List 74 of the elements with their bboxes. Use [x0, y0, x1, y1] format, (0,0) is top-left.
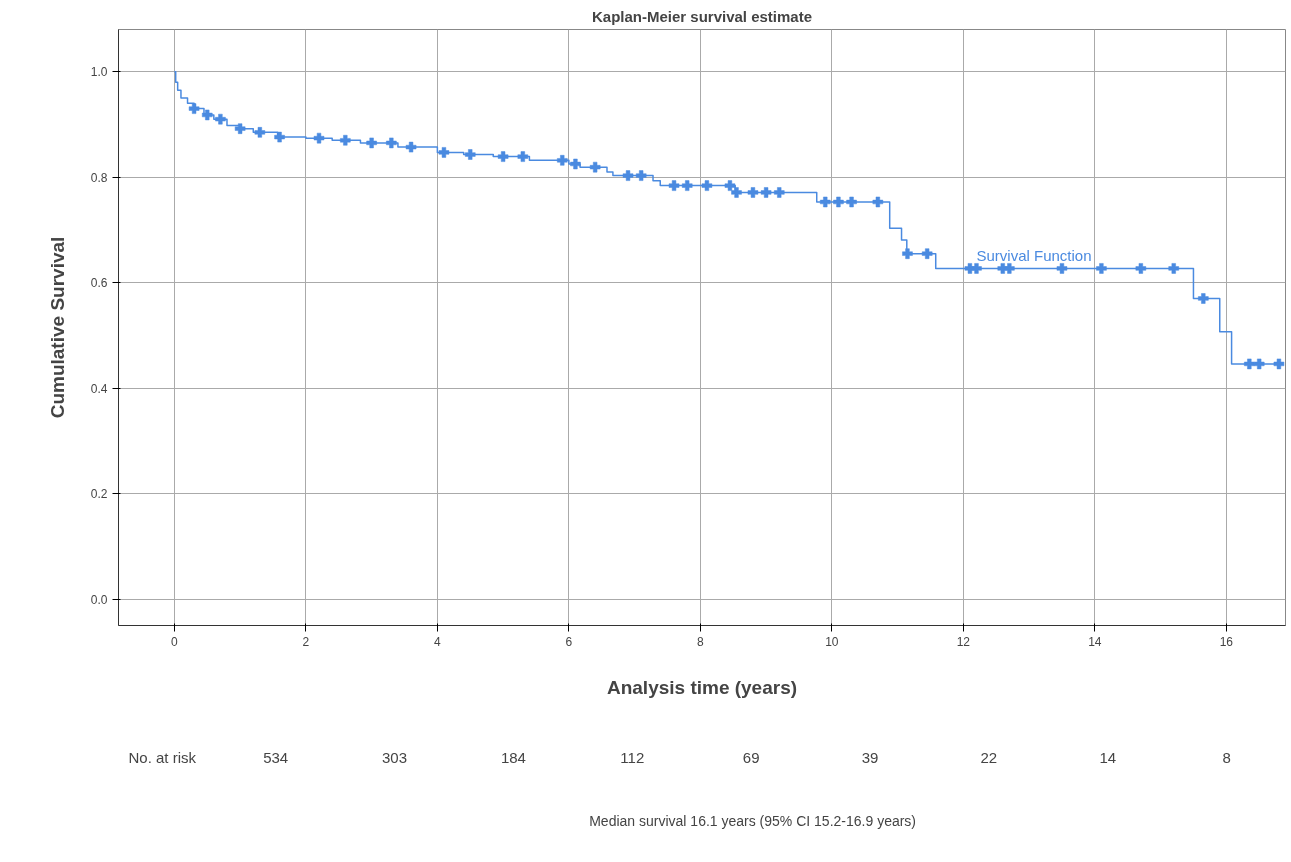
point	[872, 196, 884, 208]
point	[701, 180, 713, 191]
x-tick-label: 2	[302, 634, 310, 649]
point	[464, 149, 476, 160]
annotation: Survival Function	[976, 247, 1092, 265]
point	[921, 248, 933, 259]
text: 69	[742, 748, 760, 766]
point	[760, 187, 772, 198]
point	[340, 135, 351, 146]
point	[668, 180, 680, 191]
y-tick-label: 0.2	[90, 487, 108, 502]
point	[1168, 263, 1179, 274]
point	[1244, 358, 1255, 370]
text: No. at risk	[128, 749, 197, 766]
x-tick-label: 4	[434, 634, 442, 649]
y-tick-label: 0.0	[90, 592, 108, 607]
text: 112	[620, 748, 645, 766]
point	[1253, 358, 1265, 370]
point	[846, 196, 857, 208]
x-axis-title: Analysis time (years)	[606, 676, 798, 698]
y-axis-title: Cumulative Survival	[46, 236, 68, 419]
point	[1096, 263, 1107, 274]
point	[902, 248, 913, 259]
point	[731, 187, 742, 198]
point	[215, 113, 226, 125]
point	[517, 151, 529, 162]
point	[1198, 293, 1209, 304]
text: 8	[1222, 748, 1231, 766]
text: 22	[980, 748, 998, 766]
point	[188, 103, 200, 114]
point	[234, 123, 246, 134]
x-tick-label: 6	[565, 634, 573, 649]
point	[274, 131, 285, 143]
y-tick-label: 0.4	[90, 381, 108, 396]
point	[1273, 358, 1285, 370]
point	[774, 187, 785, 198]
point	[833, 196, 844, 208]
point	[366, 137, 377, 149]
point	[681, 180, 693, 191]
point	[1056, 263, 1068, 274]
text: 303	[382, 748, 408, 766]
y-tick-label: 0.8	[90, 170, 108, 185]
point	[971, 263, 982, 274]
point	[1004, 263, 1015, 274]
point	[635, 170, 647, 181]
point	[254, 127, 266, 138]
y-tick-label: 1.0	[90, 65, 108, 80]
point	[820, 196, 831, 208]
point	[202, 109, 213, 121]
point	[747, 187, 759, 198]
point	[438, 147, 450, 158]
y-tick-label: 0.6	[90, 276, 108, 291]
x-tick-label: 10	[825, 634, 839, 649]
point	[557, 155, 568, 166]
point	[589, 161, 601, 173]
chart-title: Kaplan-Meier survival estimate	[591, 7, 813, 25]
text: 39	[861, 748, 879, 766]
x-tick-label: 14	[1088, 634, 1102, 649]
x-tick-label: 16	[1219, 634, 1234, 649]
x-tick-label: 12	[956, 634, 971, 649]
text: Median survival 16.1 years (95% CI 15.2-16.9 years)	[589, 812, 917, 829]
point	[1135, 263, 1147, 274]
point	[497, 151, 509, 162]
text: 14	[1099, 748, 1117, 766]
text: 184	[500, 748, 526, 766]
x-tick-label: 8	[697, 634, 705, 649]
point	[570, 158, 581, 170]
text: 534	[263, 748, 289, 766]
point	[622, 170, 634, 181]
x-tick-label: 0	[171, 634, 179, 649]
point	[313, 132, 325, 144]
point	[386, 137, 397, 149]
point	[724, 180, 736, 191]
point	[405, 141, 417, 153]
